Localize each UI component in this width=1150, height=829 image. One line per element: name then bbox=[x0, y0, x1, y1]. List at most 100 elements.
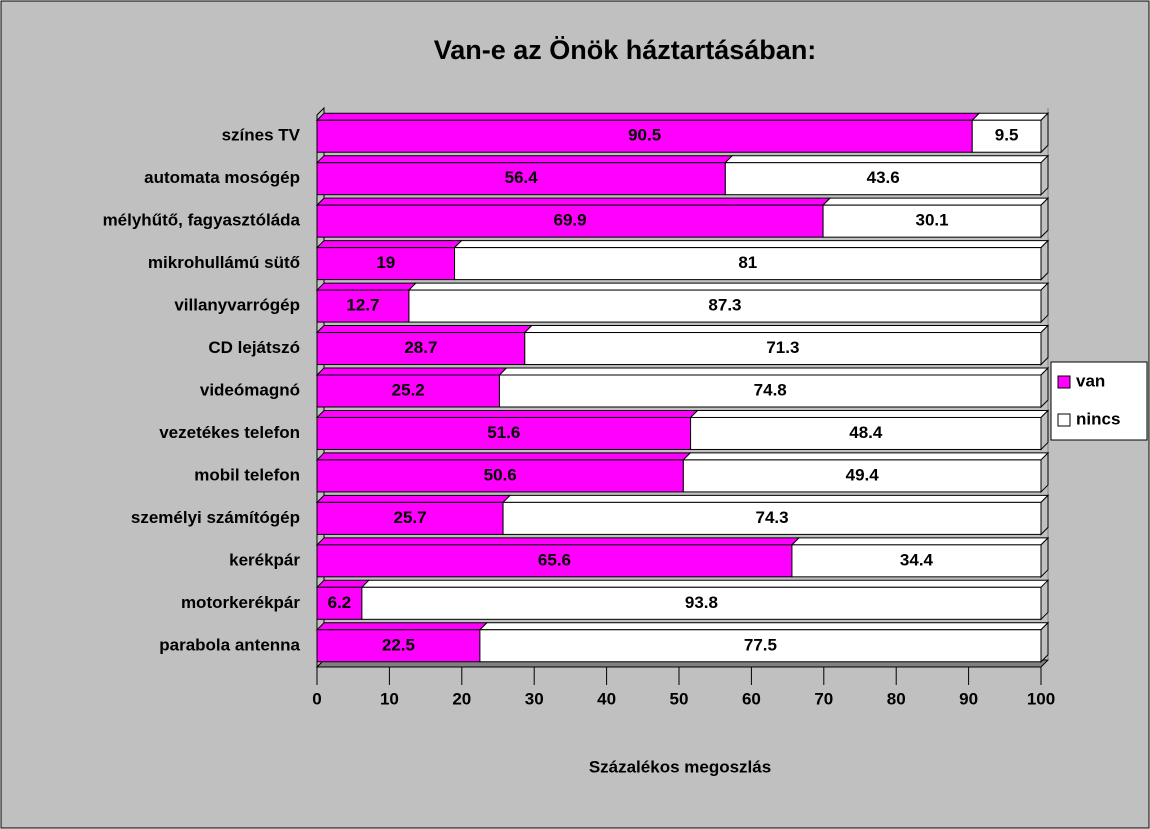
data-label: 9.5 bbox=[995, 126, 1019, 145]
bar-top bbox=[315, 452, 692, 461]
x-tick-label: 20 bbox=[452, 689, 471, 708]
data-label: 93.8 bbox=[685, 593, 718, 612]
bar-top bbox=[315, 155, 734, 164]
chart-title: Van-e az Önök háztartásában: bbox=[434, 35, 817, 65]
data-label: 34.4 bbox=[900, 550, 934, 569]
x-tick-label: 10 bbox=[380, 689, 399, 708]
bar bbox=[454, 247, 1042, 281]
bar-top bbox=[315, 537, 801, 546]
data-label: 30.1 bbox=[915, 211, 948, 230]
bar-top bbox=[315, 112, 981, 121]
bar-top bbox=[478, 622, 1050, 631]
bar-top bbox=[315, 367, 508, 376]
bar-top bbox=[315, 282, 418, 291]
x-tick-label: 40 bbox=[597, 689, 616, 708]
category-label: CD lejátszó bbox=[208, 338, 300, 357]
x-tick-label: 30 bbox=[525, 689, 544, 708]
bar bbox=[690, 416, 1042, 450]
bar-top bbox=[790, 537, 1050, 546]
x-tick-label: 70 bbox=[814, 689, 833, 708]
x-tick-label: 50 bbox=[670, 689, 689, 708]
bar-side bbox=[1040, 324, 1049, 366]
data-label: 6.2 bbox=[328, 593, 352, 612]
data-label: 65.6 bbox=[538, 550, 571, 569]
bar bbox=[361, 586, 1042, 620]
data-label: 25.2 bbox=[392, 380, 425, 399]
category-label: személyi számítógép bbox=[131, 508, 300, 527]
x-tick-label: 60 bbox=[742, 689, 761, 708]
x-tick-label: 0 bbox=[312, 689, 321, 708]
bar bbox=[316, 544, 793, 578]
x-tick-label: 90 bbox=[959, 689, 978, 708]
x-tick-label: 80 bbox=[887, 689, 906, 708]
bar-top bbox=[689, 409, 1050, 418]
bar-side bbox=[1040, 409, 1049, 451]
data-label: 12.7 bbox=[346, 296, 379, 315]
bar-top bbox=[315, 579, 371, 588]
bar-side bbox=[1040, 281, 1049, 324]
legend-label: van bbox=[1076, 371, 1105, 390]
data-label: 69.9 bbox=[553, 211, 586, 230]
category-label: vezetékes telefon bbox=[159, 423, 300, 442]
bar bbox=[408, 289, 1042, 323]
category-label: színes TV bbox=[222, 126, 301, 145]
bar-top bbox=[315, 325, 533, 334]
data-label: 90.5 bbox=[628, 126, 661, 145]
bar-side bbox=[1040, 621, 1049, 663]
bar bbox=[316, 119, 973, 153]
bar bbox=[971, 119, 1042, 153]
data-label: 56.4 bbox=[505, 168, 539, 187]
bar bbox=[822, 204, 1042, 238]
x-tick-label: 100 bbox=[1027, 689, 1055, 708]
data-label: 74.3 bbox=[755, 508, 788, 527]
bar-side bbox=[1040, 579, 1049, 621]
data-label: 87.3 bbox=[708, 296, 741, 315]
category-label: mélyhűtő, fagyasztóláda bbox=[103, 211, 301, 230]
bar-side bbox=[1040, 494, 1049, 536]
bar-top bbox=[682, 452, 1050, 461]
data-label: 25.7 bbox=[393, 508, 426, 527]
bar-top bbox=[971, 112, 1050, 121]
bar bbox=[682, 459, 1042, 493]
bar-side bbox=[1040, 366, 1049, 409]
bar-top bbox=[315, 622, 489, 631]
bar bbox=[316, 416, 692, 450]
bar bbox=[316, 289, 410, 323]
legend-swatch bbox=[1057, 413, 1071, 427]
data-label: 28.7 bbox=[404, 338, 437, 357]
data-label: 43.6 bbox=[867, 168, 900, 187]
bar-top bbox=[498, 367, 1050, 376]
bar-top bbox=[315, 409, 699, 418]
bar bbox=[524, 332, 1042, 366]
bar-top bbox=[821, 197, 1050, 206]
bar-top bbox=[523, 325, 1050, 334]
data-label: 49.4 bbox=[846, 465, 880, 484]
bar bbox=[502, 501, 1042, 535]
bar-top bbox=[407, 282, 1050, 291]
data-label: 71.3 bbox=[766, 338, 799, 357]
data-label: 77.5 bbox=[744, 635, 777, 654]
category-label: kerékpár bbox=[229, 550, 300, 569]
category-label: motorkerékpár bbox=[181, 593, 300, 612]
bar bbox=[724, 162, 1042, 196]
bar bbox=[498, 374, 1042, 408]
data-label: 19 bbox=[376, 253, 395, 272]
data-label: 48.4 bbox=[849, 423, 883, 442]
bar-top bbox=[453, 240, 1050, 249]
bar bbox=[316, 204, 824, 238]
legend-box bbox=[1050, 361, 1148, 441]
bar-side bbox=[1040, 536, 1049, 579]
bar bbox=[479, 629, 1042, 663]
x-axis-label: Százalékos megoszlás bbox=[589, 757, 771, 776]
category-label: villanyvarrógép bbox=[174, 296, 300, 315]
category-label: automata mosógép bbox=[144, 168, 300, 187]
bar-top bbox=[724, 155, 1050, 164]
data-label: 51.6 bbox=[487, 423, 520, 442]
bar bbox=[316, 459, 684, 493]
bar-top bbox=[360, 579, 1050, 588]
category-label: mobil telefon bbox=[194, 465, 300, 484]
data-label: 74.8 bbox=[754, 380, 787, 399]
bar-top bbox=[501, 494, 1050, 503]
bar-side bbox=[1040, 112, 1049, 154]
legend-label: nincs bbox=[1076, 409, 1120, 428]
